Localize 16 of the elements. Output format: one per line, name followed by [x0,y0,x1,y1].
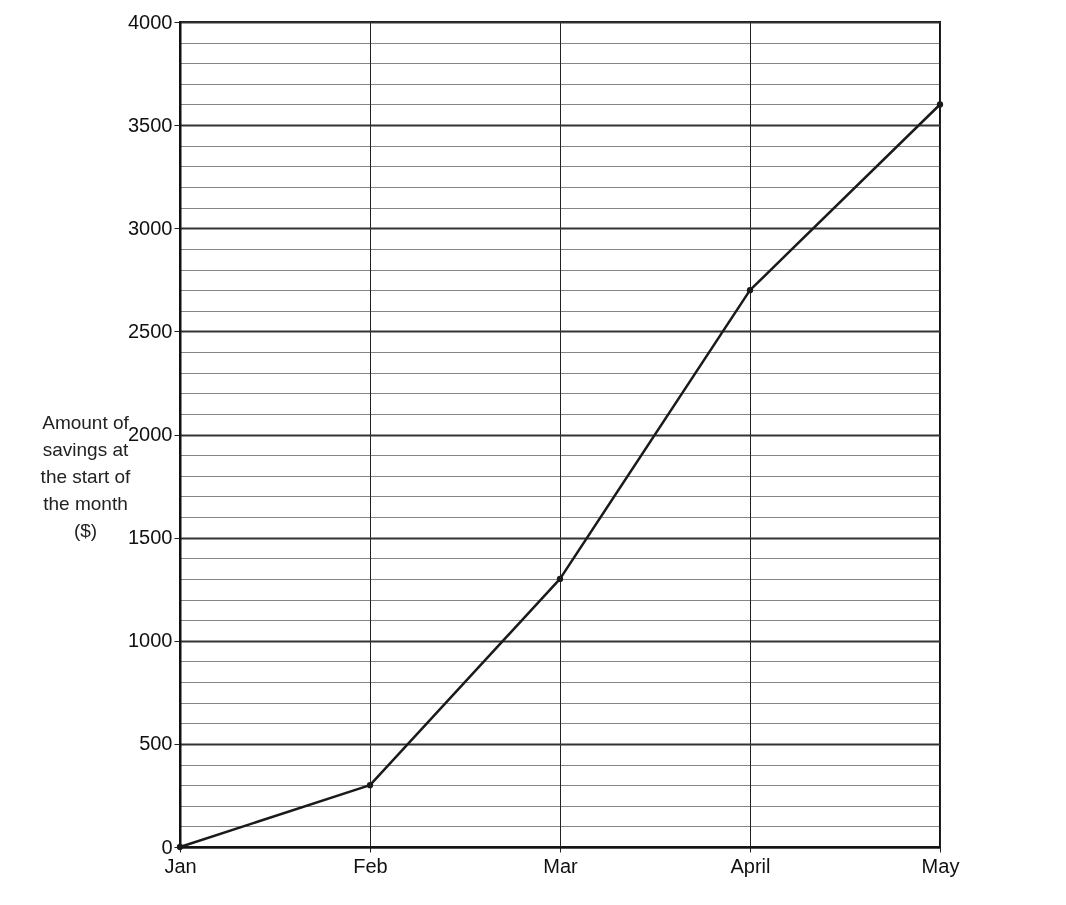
y-tick-label: 1500 [128,526,173,549]
y-tick-label: 1000 [128,629,173,652]
x-tick-label: Feb [353,854,388,877]
x-tick-label: Mar [543,854,579,877]
y-tick-label: 3000 [128,216,173,239]
point [936,101,944,108]
point [176,843,184,851]
y-tick-label: 2500 [128,319,173,342]
y-tick-label: 3500 [128,113,173,136]
x-tick-label: April [730,854,771,877]
point [556,575,564,583]
y-tick-label: 500 [139,732,173,755]
point [746,286,754,294]
y-tick-label: 4000 [128,10,173,33]
point [366,781,374,789]
x-tick-label: May [921,854,960,877]
